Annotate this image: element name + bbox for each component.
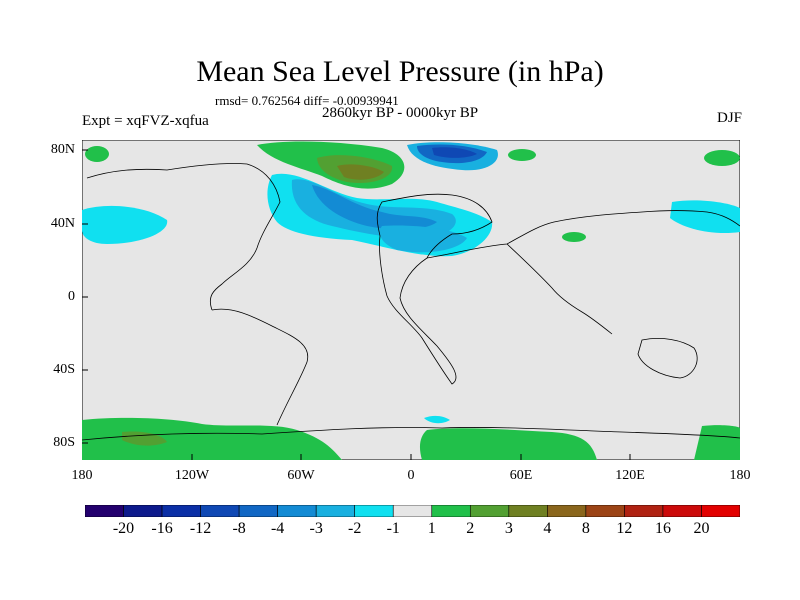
lat-label-80n: 80N (50, 142, 75, 157)
figure-title: Mean Sea Level Pressure (in hPa) (196, 55, 604, 88)
colorbar-label: 8 (581, 520, 590, 537)
west-pacific-low-anomaly (670, 200, 740, 234)
colorbar-swatch (123, 505, 163, 517)
lat-label-40n: 40N (50, 216, 75, 231)
colorbar (85, 505, 740, 517)
siberia-high-patch (508, 149, 536, 161)
colorbar-label: 20 (693, 520, 710, 537)
greenland-high-anomaly (257, 141, 405, 189)
central-asia-high-patch (562, 232, 586, 242)
lon-label-120w: 120W (174, 468, 210, 483)
coastlines (82, 163, 740, 441)
colorbar-label: -3 (309, 520, 323, 537)
colorbar-swatch (431, 505, 471, 517)
colorbar-label: -12 (189, 520, 212, 537)
arctic-low-anomaly (407, 142, 498, 171)
arctic-east-high-patch (704, 150, 740, 166)
colorbar-swatch (662, 505, 702, 517)
stats-line: rmsd= 0.762564 diff= -0.00939941 (215, 93, 399, 108)
colorbar-swatch (624, 505, 664, 517)
lon-label-180e: 180 (729, 468, 751, 483)
lat-label-40s: 40S (53, 362, 75, 377)
antarctic-low-patch (424, 415, 450, 424)
colorbar-label: -8 (232, 520, 246, 537)
map-background (82, 140, 740, 460)
colorbar-label: 1 (427, 520, 436, 537)
mediterranean-low-anomaly (379, 225, 467, 253)
colorbar-label: 3 (504, 520, 513, 537)
lon-label-120e: 120E (615, 468, 645, 483)
colorbar-swatch (161, 505, 201, 517)
colorbar-swatch (277, 505, 317, 517)
colorbar-swatch (354, 505, 394, 517)
lon-label-180w: 180 (71, 468, 93, 483)
north-pacific-high-patch (85, 146, 109, 162)
lat-label-0: 0 (68, 289, 75, 304)
period-label: 2860kyr BP - 0000kyr BP (322, 105, 479, 121)
colorbar-swatch (238, 505, 278, 517)
colorbar-swatch (469, 505, 510, 517)
colorbar-swatch (701, 505, 740, 517)
lon-label-0: 0 (407, 468, 415, 483)
colorbar-label: 12 (616, 520, 633, 537)
colorbar-swatch (547, 505, 587, 517)
lat-label-80s: 80S (53, 435, 75, 450)
colorbar-swatch (392, 505, 433, 517)
lon-label-60e: 60E (509, 468, 533, 483)
antarctic-high-anomaly (82, 417, 740, 460)
map-ticks (82, 149, 631, 460)
experiment-label: Expt = xqFVZ-xqfua (82, 113, 209, 129)
colorbar-swatch (85, 505, 124, 517)
colorbar-label: 16 (654, 520, 671, 537)
colorbar-swatch (585, 505, 625, 517)
colorbar-label: -2 (348, 520, 362, 537)
colorbar-swatch (200, 505, 240, 517)
colorbar-label: -16 (151, 520, 173, 537)
colorbar-label: -1 (386, 520, 400, 537)
colorbar-label: -20 (112, 520, 135, 537)
colorbar-label: -4 (270, 520, 285, 537)
colorbar-swatch (315, 505, 356, 517)
colorbar-swatch (508, 505, 548, 517)
colorbar-label: 4 (543, 520, 552, 537)
season-label: DJF (716, 110, 742, 126)
pressure-map (82, 140, 740, 460)
colorbar-label: 2 (466, 520, 475, 537)
lon-label-60w: 60W (287, 468, 315, 483)
north-pacific-low-anomaly (82, 205, 168, 244)
